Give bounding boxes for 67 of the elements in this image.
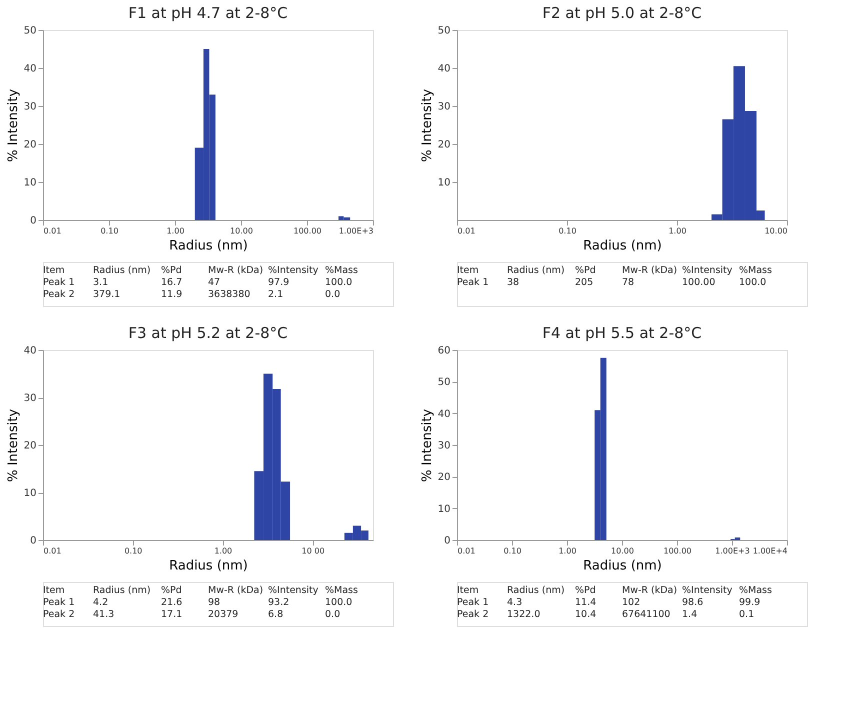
y-tick-label: 0 [30,216,36,226]
y-tick-label: 40 [24,346,36,356]
text: Peak 1 3.1 16.7 47 97.9 100.0 [43,277,352,288]
chart-title: F4 at pH 5.5 at 2-8°C [542,324,702,342]
x-tick-label: 1.00E+4 [752,546,788,556]
y-tick-label: 30 [438,440,450,452]
y-tick-label: 20 [24,140,36,150]
x-axis-title: Radius (nm) [583,558,662,574]
x-tick-label: 1.00 [668,226,686,236]
y-tick-label: 50 [24,26,36,36]
y-tick-label: 30 [24,393,36,404]
y-tick-label: 20 [24,440,36,452]
chart-title: F2 at pH 5.0 at 2-8°C [542,4,702,22]
y-tick-label: 10 [24,178,36,188]
text: Peak 2 379.1 11.9 3638380 2.1 0.0 [43,289,340,300]
y-axis-title: % Intensity [6,408,21,482]
text: Peak 2 41.3 17.1 20379 6.8 0.0 [43,609,340,620]
y-tick-label: 10 [438,178,450,188]
y-axis-title: % Intensity [6,88,21,162]
x-axis-title: Radius (nm) [583,238,662,254]
text: Peak 1 4.2 21.6 98 93.2 100.0 [43,597,352,608]
y-tick-label: 10 [24,488,36,499]
y-tick-label: 50 [438,377,450,388]
x-tick-label: 10.00 [611,546,634,556]
x-tick-label: 100.00 [664,546,692,556]
x-tick-label: 1.00E+3 [715,546,750,556]
text: Peak 1 38 205 78 100.00 100.0 [457,277,766,288]
x-tick-label: 0.01 [44,546,62,556]
chart-title: F3 at pH 5.2 at 2-8°C [128,324,288,342]
text: Item Radius (nm) %Pd Mw-R (kDa) %Intensity %Mass [43,585,358,596]
chart-title: F1 at pH 4.7 at 2-8°C [128,4,288,22]
x-tick-label: 0.10 [558,226,576,236]
x-tick-label: 10 00 [302,546,325,556]
x-tick-label: 0.10 [124,546,142,556]
y-tick-label: 30 [438,102,450,112]
y-tick-label: 50 [438,26,450,36]
y-axis-title: % Intensity [420,88,435,162]
x-axis-title: Radius (nm) [169,238,248,254]
x-tick-label: 10.00 [230,226,253,236]
y-tick-label: 40 [438,408,450,420]
x-tick-label: 10.00 [764,226,788,236]
y-tick-label: 20 [438,472,450,484]
x-tick-label: 100.00 [294,226,322,236]
y-tick-label: 40 [24,64,36,74]
y-tick-label: 10 [438,504,450,515]
x-tick-label: 1.00E+3 [338,226,374,236]
x-tick-label: 0.01 [458,226,476,236]
y-tick-label: 60 [438,346,450,356]
x-tick-label: 0.10 [504,546,522,556]
text: Item Radius (nm) %Pd Mw-R (kDa) %Intensity %Mass [457,585,772,596]
text: Item Radius (nm) %Pd Mw-R (kDa) %Intensity %Mass [457,265,772,276]
x-tick-label: 1.00 [214,546,232,556]
y-tick-label: 20 [438,140,450,150]
text: Item Radius (nm) %Pd Mw-R (kDa) %Intensity %Mass [43,265,358,276]
x-tick-label: 0.10 [100,226,118,236]
x-tick-label: 0.01 [44,226,62,236]
x-tick-label: 1.00 [558,546,576,556]
y-tick-label: 0 [30,536,36,546]
x-tick-label: 1.00 [166,226,184,236]
y-tick-label: 40 [438,64,450,74]
y-axis-title: % Intensity [420,408,435,482]
x-axis-title: Radius (nm) [169,558,248,574]
text: Peak 2 1322.0 10.4 67641100 1.4 0.1 [457,609,754,620]
text: Peak 1 4.3 11.4 102 98.6 99.9 [457,597,760,608]
y-tick-label: 0 [444,536,450,546]
y-tick-label: 30 [24,102,36,112]
x-tick-label: 0.01 [458,546,476,556]
